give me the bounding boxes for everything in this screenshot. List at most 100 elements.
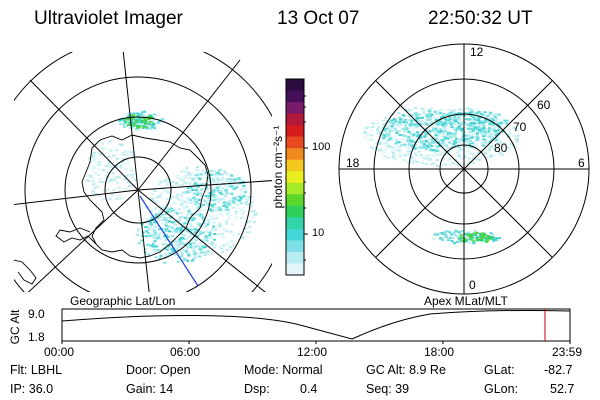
left-aurora-speck [203, 225, 207, 228]
left-aurora-speck [252, 210, 256, 212]
left-aurora-speck [240, 237, 244, 240]
left-aurora-speck [190, 177, 194, 179]
left-aurora-speck [210, 199, 214, 202]
left-aurora-speck [182, 238, 186, 241]
right-aurora-speck [481, 122, 485, 125]
right-aurora-speck [374, 141, 378, 144]
right-aurora-speck [454, 234, 458, 237]
left-aurora-speck [147, 227, 151, 230]
right-aurora-speck [468, 110, 472, 113]
left-aurora-speck [126, 156, 129, 159]
right-aurora-speck [467, 234, 471, 237]
left-aurora-speck [195, 200, 199, 203]
right-aurora-speck [415, 125, 419, 128]
right-aurora-speck [468, 136, 471, 139]
right-aurora-speck [495, 134, 498, 137]
mlat-label-70: 70 [513, 120, 527, 134]
left-aurora-speck [199, 241, 203, 244]
left-aurora-speck [210, 207, 214, 210]
left-aurora-speck [235, 199, 239, 201]
left-aurora-speck [142, 110, 146, 113]
left-aurora-speck [198, 223, 202, 226]
left-aurora-speck [250, 210, 254, 213]
left-aurora-speck [198, 231, 202, 233]
left-aurora-speck [214, 206, 218, 209]
right-aurora-speck [450, 126, 454, 129]
right-aurora-speck [436, 128, 440, 131]
right-aurora-speck [412, 133, 416, 136]
right-aurora-speck [425, 114, 429, 117]
left-aurora-speck [194, 178, 198, 181]
left-aurora-speck [212, 199, 216, 201]
left-aurora-speck [165, 244, 169, 247]
left-aurora-speck [91, 164, 95, 167]
left-aurora-speck [187, 236, 191, 239]
left-aurora-speck [85, 179, 89, 182]
left-aurora-speck [208, 234, 212, 237]
left-aurora-speck [123, 154, 127, 156]
left-aurora-speck [189, 214, 193, 216]
left-aurora-speck [185, 167, 189, 170]
left-aurora-speck [212, 221, 216, 224]
right-aurora-speck [507, 124, 511, 127]
left-aurora-speck [201, 216, 205, 219]
right-aurora-speck [500, 132, 504, 135]
right-aurora-speck [415, 114, 419, 117]
right-aurora-speck [498, 121, 502, 124]
right-aurora-speck [463, 235, 467, 238]
left-aurora-speck [223, 189, 227, 192]
right-aurora-speck [443, 163, 447, 166]
right-aurora-speck [388, 119, 391, 122]
left-aurora-speck [174, 242, 178, 245]
left-aurora-speck [159, 237, 163, 240]
left-aurora-speck [181, 206, 185, 209]
left-aurora-speck [191, 213, 194, 216]
colorbar [285, 78, 308, 276]
right-aurora-speck [391, 125, 394, 128]
left-aurora-speck [161, 228, 165, 230]
colorbar-cell [286, 182, 304, 195]
left-aurora-speck [227, 217, 230, 220]
right-aurora-speck [458, 125, 462, 128]
right-aurora-speck [413, 149, 417, 152]
left-aurora-speck [163, 252, 167, 255]
left-aurora-speck [234, 184, 238, 187]
right-aurora-speck [472, 241, 476, 244]
right-aurora-speck [406, 146, 410, 149]
right-aurora-speck [450, 233, 454, 236]
right-aurora-speck [446, 137, 450, 140]
left-aurora-speck [151, 117, 155, 119]
left-aurora-speck [170, 226, 174, 229]
right-aurora-speck [396, 123, 400, 126]
left-aurora-speck [137, 113, 141, 116]
right-aurora-speck [363, 135, 367, 137]
right-aurora-speck [498, 151, 502, 154]
right-aurora-speck [384, 142, 388, 145]
right-aurora-speck [395, 132, 399, 134]
right-aurora-speck [432, 116, 436, 119]
right-aurora-speck [444, 124, 448, 127]
right-aurora-speck [444, 144, 448, 147]
left-aurora-speck [206, 250, 210, 253]
apex-mlt-lines [339, 44, 589, 294]
right-aurora-speck [451, 138, 455, 141]
colorbar-cell [286, 159, 304, 172]
left-aurora-speck [170, 238, 173, 241]
left-aurora-speck [166, 229, 170, 232]
right-aurora-speck [412, 147, 416, 150]
right-aurora-speck [471, 162, 475, 165]
left-aurora-speck [199, 173, 203, 176]
left-aurora-speck [196, 191, 200, 194]
right-aurora-speck [471, 112, 475, 115]
ip-readout: IP: 36.0 [10, 382, 54, 396]
left-aurora-speck [146, 122, 150, 125]
left-aurora-speck [116, 181, 119, 184]
left-aurora-speck [143, 114, 147, 117]
right-aurora-speck [465, 239, 469, 242]
right-aurora-speck [452, 231, 456, 234]
right-aurora-speck [454, 163, 458, 166]
right-aurora-speck [436, 123, 440, 126]
left-aurora-speck [224, 193, 228, 196]
left-aurora-speck [128, 123, 132, 126]
